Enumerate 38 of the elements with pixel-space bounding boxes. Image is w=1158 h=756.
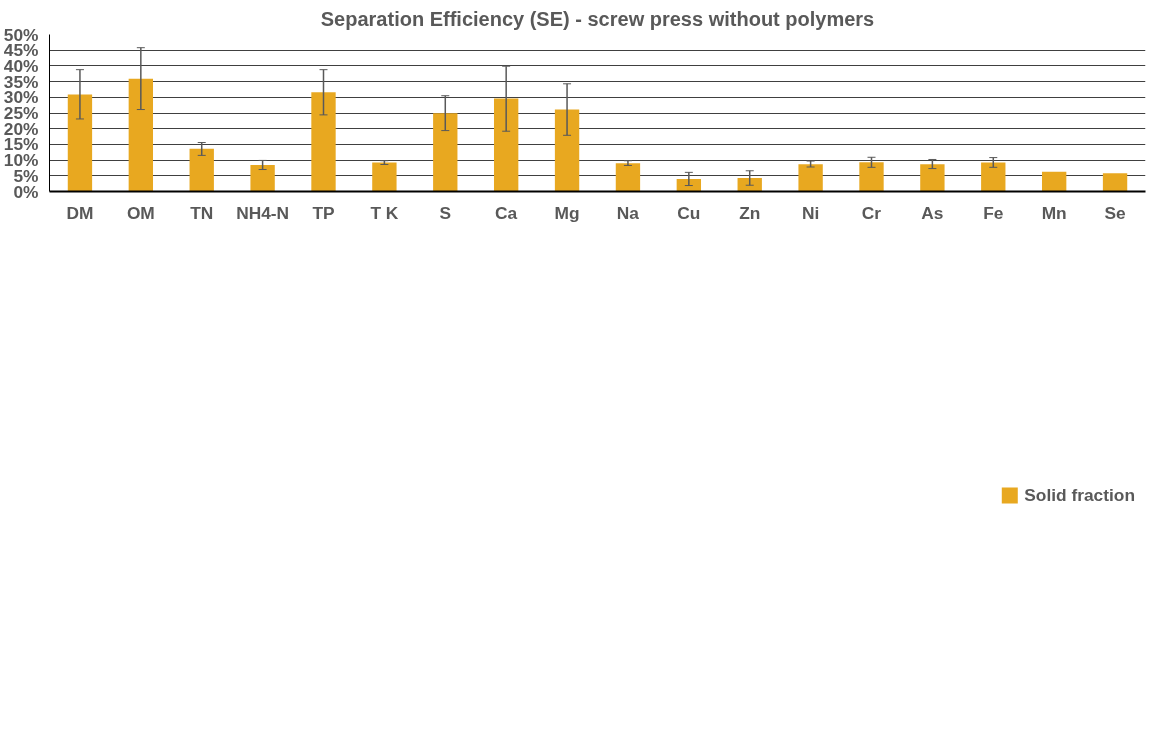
x-tick-label: Ni xyxy=(801,202,820,223)
bar xyxy=(737,178,762,192)
legend-label: Solid fraction xyxy=(1024,484,1135,506)
bar xyxy=(67,94,93,192)
bar xyxy=(1102,173,1128,192)
x-tick-label: Se xyxy=(1104,202,1127,223)
bar xyxy=(493,98,519,192)
chart-title: Separation Efficiency (SE) - screw press without polymers xyxy=(320,7,875,30)
x-tick-label: Cu xyxy=(677,202,701,223)
x-tick-label: TP xyxy=(312,202,335,223)
bar xyxy=(859,162,884,192)
bar xyxy=(189,148,214,192)
x-tick-label: NH4-N xyxy=(236,202,290,223)
x-tick-label: Zn xyxy=(739,202,761,223)
x-tick-label: As xyxy=(921,202,944,223)
bar xyxy=(1041,171,1067,192)
x-tick-label: Cr xyxy=(861,202,882,223)
x-tick-label: Na xyxy=(616,202,640,223)
bar xyxy=(798,164,823,192)
bar xyxy=(981,162,1006,192)
x-tick-label: Ca xyxy=(495,202,518,223)
bar xyxy=(311,92,336,192)
x-tick-label: TN xyxy=(190,202,214,223)
bar xyxy=(372,162,397,192)
bar xyxy=(676,178,702,192)
bar xyxy=(554,109,580,192)
bar xyxy=(250,165,275,192)
x-tick-label: DM xyxy=(66,202,94,223)
x-tick-label: Mg xyxy=(554,202,580,223)
bar xyxy=(433,113,458,192)
bar xyxy=(920,164,945,192)
x-tick-label: Mn xyxy=(1041,202,1067,223)
bar xyxy=(615,163,641,192)
bar xyxy=(128,78,154,192)
x-tick-label: T K xyxy=(370,202,399,223)
x-tick-label: Fe xyxy=(983,202,1004,223)
x-tick-label: OM xyxy=(126,202,155,223)
x-tick-label: S xyxy=(439,202,452,223)
